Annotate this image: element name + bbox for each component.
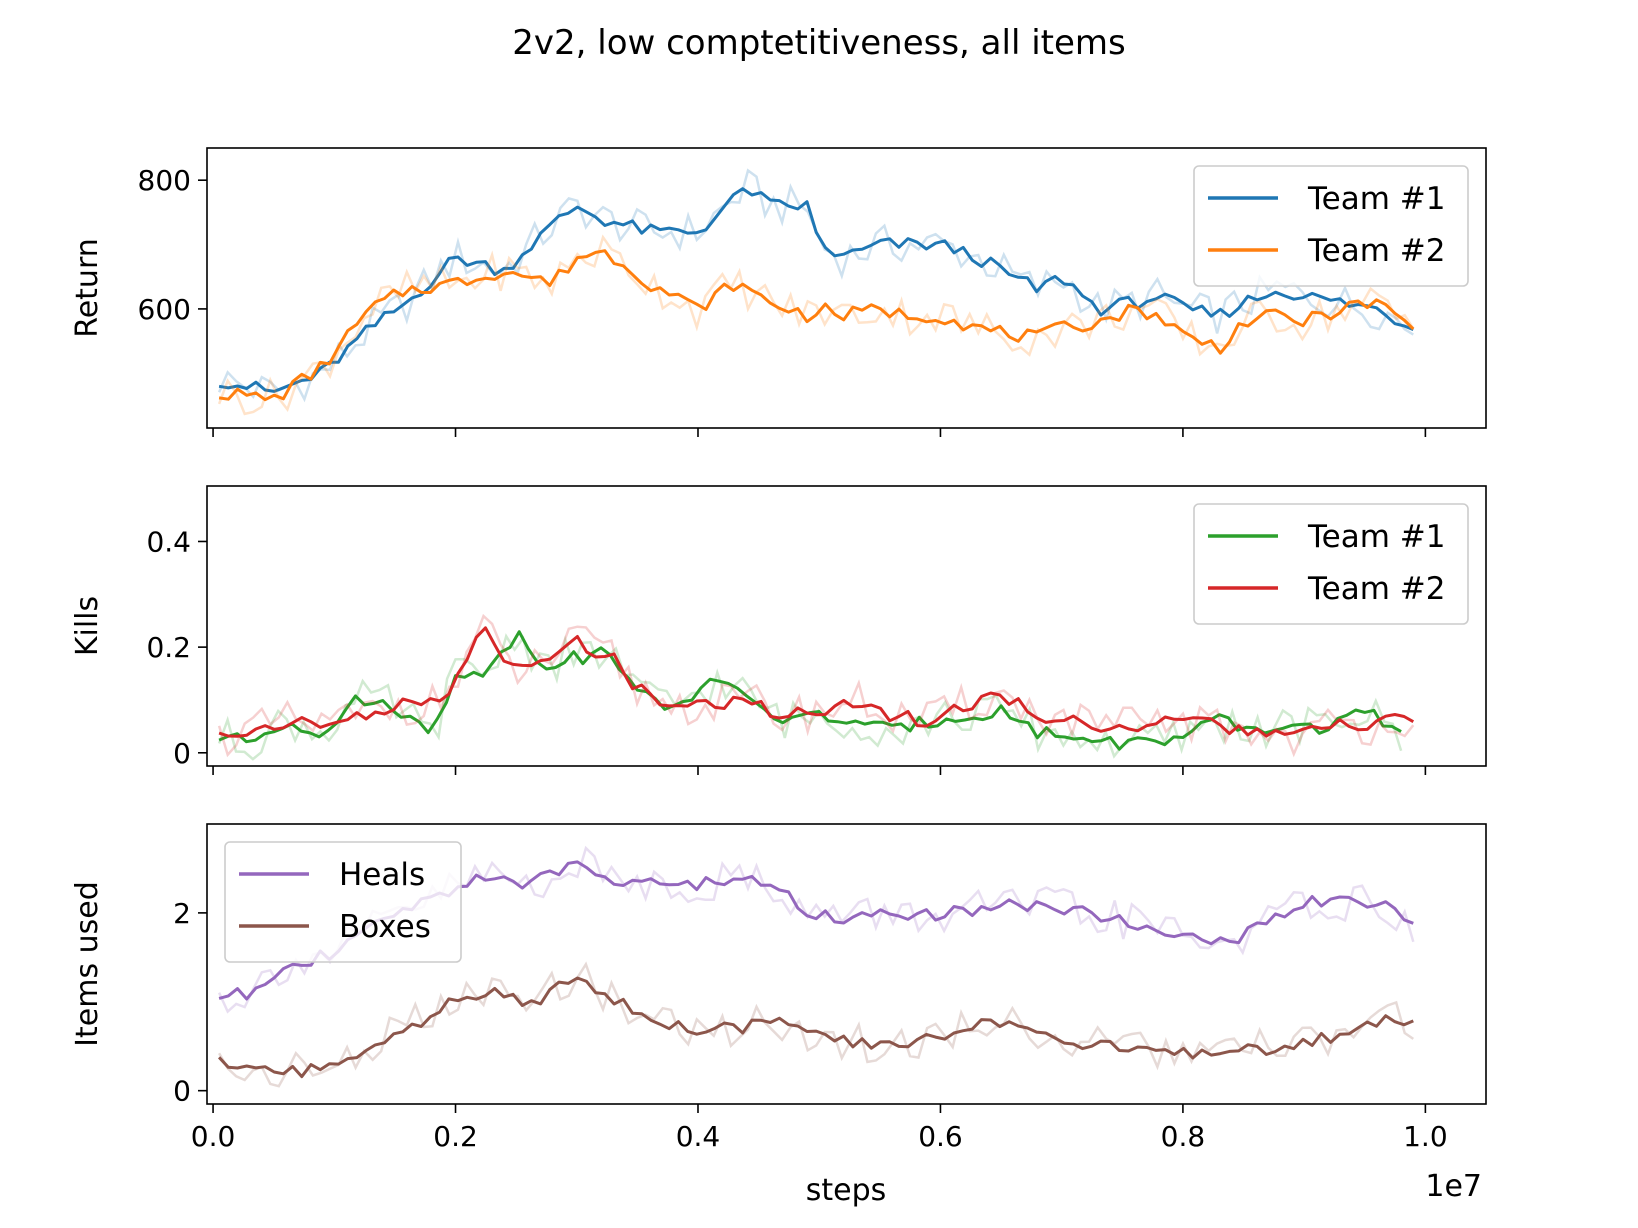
series-line-1: [218, 187, 1414, 393]
x-tick-label: 0.4: [676, 1120, 721, 1153]
x-tick-label: 1.0: [1403, 1120, 1448, 1153]
panel-return: 600 800 Return Team #1 Team #2: [70, 147, 1487, 437]
y-tick-label: 0: [173, 1075, 191, 1108]
axes-frame: [206, 485, 1487, 767]
x-axis-offset-text: 1e7: [1425, 1169, 1482, 1204]
figure-title: 2v2, low comptetitiveness, all items: [512, 23, 1125, 63]
legend: Team #1 Team #2: [1193, 165, 1469, 287]
panel-items: 0 2 0.0 0.2 0.4 0.6 0.8 1.0 Items used Heals Boxes: [70, 823, 1487, 1153]
legend-label: Heals: [339, 857, 425, 893]
series-line-2: [217, 976, 1414, 1079]
y-tick-label: 0.4: [146, 525, 191, 558]
y-axis-label: Kills: [70, 596, 105, 656]
legend-label: Team #2: [1307, 571, 1446, 607]
plot-area: [217, 613, 1415, 761]
raw-series-2: [218, 961, 1415, 1088]
legend-label: Team #2: [1307, 233, 1446, 269]
legend-box: [1193, 165, 1469, 287]
panels: 600 800 Return Team #1 Team #2 0 0.2 0.4 Kills Te…: [70, 147, 1487, 1153]
y-axis-label: Items used: [70, 881, 105, 1047]
x-tick-label: 0.2: [433, 1120, 478, 1153]
x-tick-label: 0.8: [1161, 1120, 1206, 1153]
x-tick-label: 0.6: [918, 1120, 963, 1153]
y-tick-label: 800: [138, 164, 191, 197]
series-line-2: [218, 249, 1415, 402]
legend-box: [224, 841, 462, 963]
raw-series-2: [217, 613, 1415, 758]
axes-frame: [206, 147, 1487, 429]
plot-area: [217, 168, 1415, 416]
y-tick-label: 0.2: [146, 631, 191, 664]
x-axis-label: steps: [806, 1173, 887, 1208]
legend-label: Team #1: [1307, 181, 1446, 217]
y-tick-label: 600: [138, 293, 191, 326]
x-tick-label: 0.0: [191, 1120, 236, 1153]
y-tick-label: 2: [173, 897, 191, 930]
legend-label: Boxes: [339, 909, 431, 945]
legend: Heals Boxes: [224, 841, 462, 963]
panel-kills: 0 0.2 0.4 Kills Team #1 Team #2: [70, 485, 1487, 775]
raw-series-1: [217, 633, 1403, 761]
y-tick-label: 0: [173, 737, 191, 770]
y-axis-label: Return: [70, 238, 105, 338]
series-line-2: [218, 626, 1415, 738]
legend-box: [1193, 503, 1469, 625]
axes-frame: [206, 823, 1487, 1105]
legend: Team #1 Team #2: [1193, 503, 1469, 625]
legend-label: Team #1: [1307, 519, 1446, 555]
